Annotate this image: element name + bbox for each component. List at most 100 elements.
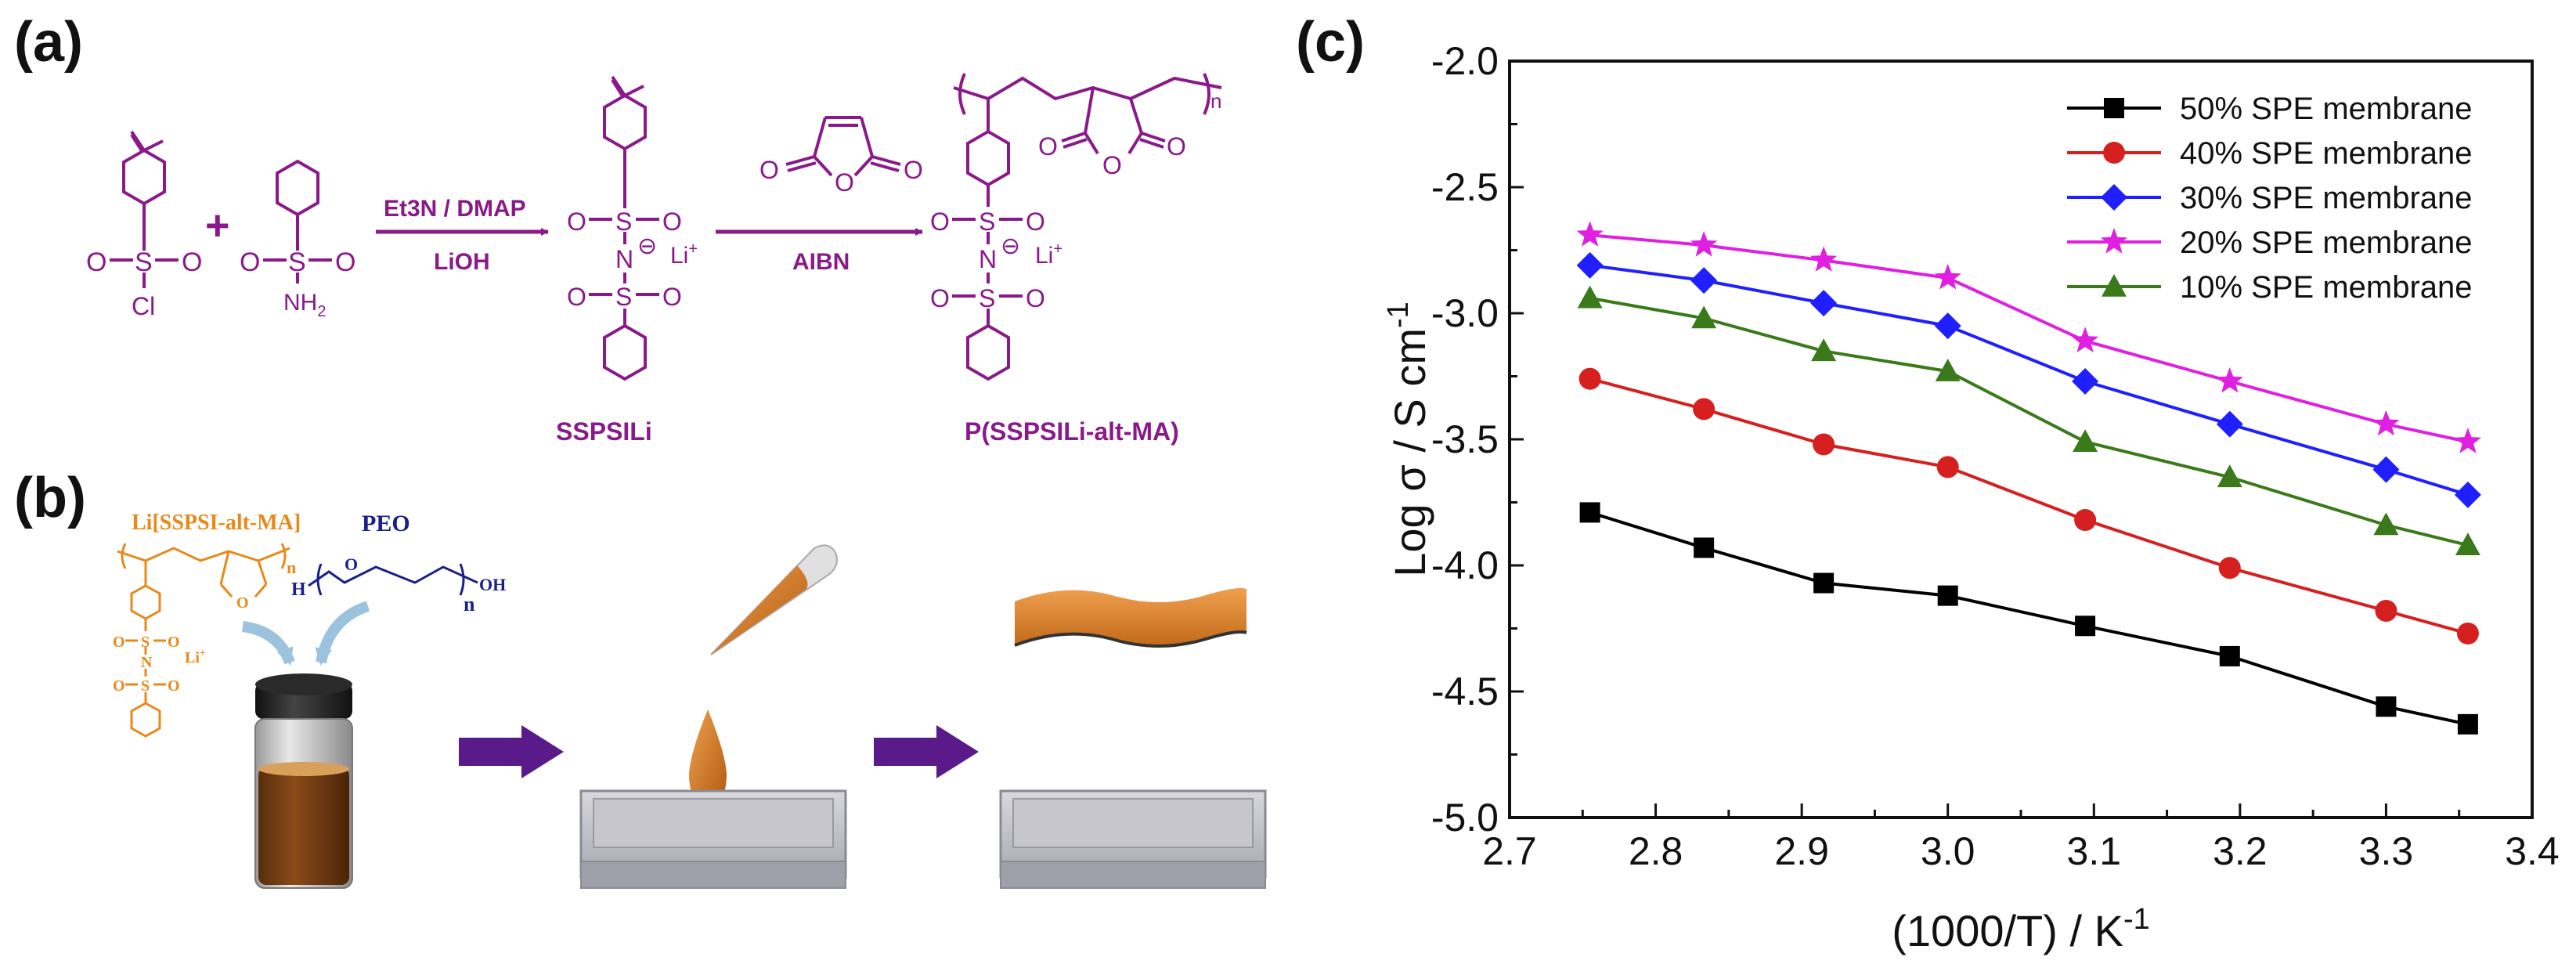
li-plus-p: +	[1053, 240, 1063, 258]
atom-o-bma: O	[236, 594, 249, 612]
li-text-b: Li	[185, 649, 200, 666]
y-axis-ticks: -2.0 -2.5 -3.0 -3.5 -4.0 -4.5 -5.0	[1431, 39, 1524, 839]
data-point-s2-6	[2372, 456, 2400, 483]
data-point-s0-7	[2457, 713, 2478, 735]
molecule-benzenesulfonamide	[263, 159, 332, 283]
x-tick-label: 3.1	[2067, 829, 2122, 873]
x-axis-title: (1000/T) / K-1	[1892, 903, 2149, 955]
data-point-s1-4	[2074, 509, 2097, 532]
data-point-s0-0	[1579, 502, 1600, 523]
x-axis-title-sup: -1	[2123, 903, 2150, 936]
panel-label-b: (b)	[14, 467, 86, 529]
atom-o-pma-ring: O	[1102, 151, 1122, 179]
atom-o-left-1: O	[86, 247, 106, 277]
y-tick-label: -2.0	[1431, 39, 1499, 83]
atom-o-b4: O	[168, 677, 180, 695]
data-point-s3-4	[2072, 327, 2099, 352]
data-point-s4-7	[2455, 533, 2480, 556]
lithium-b: Li+	[185, 648, 206, 666]
atom-nh2: NH2	[283, 290, 326, 320]
y-tick-label: -3.0	[1431, 291, 1499, 335]
scheme-a: O S O Cl + O S O NH2 Et3N / DMAP LiOH	[86, 73, 1222, 446]
x-tick-label: 3.0	[1921, 829, 1975, 873]
series-line-2	[1589, 263, 2469, 496]
data-point-s3-3	[1934, 263, 1961, 290]
data-point-s2-2	[1810, 290, 1838, 317]
li-text-p: Li	[1035, 243, 1053, 269]
atom-s-3a: S	[615, 208, 632, 236]
molecule-sspsili	[589, 75, 659, 381]
data-point-s2-3	[1934, 312, 1961, 340]
atom-s-b3: S	[141, 677, 150, 695]
atom-o-ma-ring: O	[835, 168, 854, 197]
atom-o-p4: O	[1026, 284, 1045, 312]
atom-o-3c: O	[567, 283, 586, 311]
legend-marker-1	[2103, 142, 2125, 164]
atom-o-p1: O	[930, 208, 950, 236]
molecule-polymer	[952, 73, 1222, 381]
legend-label-0: 50% SPE membrane	[2180, 92, 2473, 126]
process-arrow-2	[874, 725, 979, 778]
x-tick-label: 3.4	[2505, 829, 2560, 873]
atom-s-2: S	[288, 247, 306, 277]
peo-h: H	[291, 579, 306, 600]
li-text-3: Li	[670, 243, 688, 269]
peo-label: PEO	[362, 511, 410, 536]
reagent-aibn: AIBN	[792, 249, 850, 275]
atom-o-left-2: O	[240, 247, 260, 277]
legend-label-3: 20% SPE membrane	[2180, 226, 2473, 260]
atom-s-b1: S	[141, 634, 150, 651]
data-point-s3-5	[2216, 366, 2243, 393]
x-tick-label: 3.3	[2359, 829, 2414, 873]
minus-charge-3: ⊖	[637, 233, 657, 259]
atom-n-p: N	[979, 245, 997, 273]
atom-o-ma-left: O	[759, 156, 779, 184]
peo-o: O	[345, 554, 358, 574]
atom-o-p3: O	[930, 284, 950, 312]
polymer-structure-b	[117, 543, 290, 738]
plus-sign: +	[205, 202, 230, 249]
polymer-label-b: Li[SSPSI-alt-MA]	[132, 511, 301, 535]
atom-o-pma-right: O	[1167, 132, 1186, 161]
tray-2	[999, 789, 1267, 889]
atom-s-3c: S	[615, 283, 632, 311]
atom-o-3a: O	[567, 208, 586, 236]
lithium-3: Li+	[670, 240, 698, 269]
data-point-s0-5	[2219, 645, 2240, 666]
data-point-s1-3	[1936, 456, 1959, 478]
vial	[254, 673, 353, 889]
data-point-s0-6	[2376, 696, 2397, 717]
curved-arrow-left	[241, 621, 295, 666]
atom-o-b2: O	[168, 634, 180, 651]
series-line-4	[1589, 296, 2469, 547]
x-tick-label: 3.2	[2213, 829, 2268, 873]
y-axis-title: Log σ / S cm-1	[1382, 301, 1434, 577]
peo-structure	[308, 563, 478, 596]
data-point-s2-0	[1576, 251, 1604, 279]
legend-label-2: 30% SPE membrane	[2180, 181, 2473, 215]
li-plus-3: +	[688, 240, 698, 258]
atom-s-1: S	[135, 247, 153, 277]
reagent-lioh: LiOH	[434, 249, 490, 275]
polymer-subscript-n-b: n	[287, 558, 296, 577]
series-markers	[1576, 221, 2481, 735]
data-point-s1-0	[1578, 367, 1601, 390]
data-point-s2-1	[1690, 267, 1718, 294]
data-point-s4-5	[2217, 464, 2242, 488]
data-point-s4-0	[1577, 285, 1603, 309]
atom-o-right-1: O	[182, 247, 202, 277]
legend-label-4: 10% SPE membrane	[2180, 270, 2473, 305]
atom-o-3d: O	[662, 283, 682, 311]
data-point-s1-6	[2375, 599, 2397, 622]
droplet	[689, 709, 727, 807]
atom-o-b3: O	[113, 677, 125, 695]
y-axis-title-text: Log σ / S cm	[1385, 328, 1434, 577]
legend-marker-0	[2104, 98, 2124, 118]
legend-label-1: 40% SPE membrane	[2180, 136, 2473, 171]
data-point-s0-4	[2075, 616, 2096, 637]
legend-marker-2	[2101, 184, 2127, 211]
x-tick-label: 2.7	[1482, 829, 1537, 873]
y-axis-title-sup: -1	[1382, 301, 1415, 328]
data-point-s1-5	[2218, 557, 2241, 579]
